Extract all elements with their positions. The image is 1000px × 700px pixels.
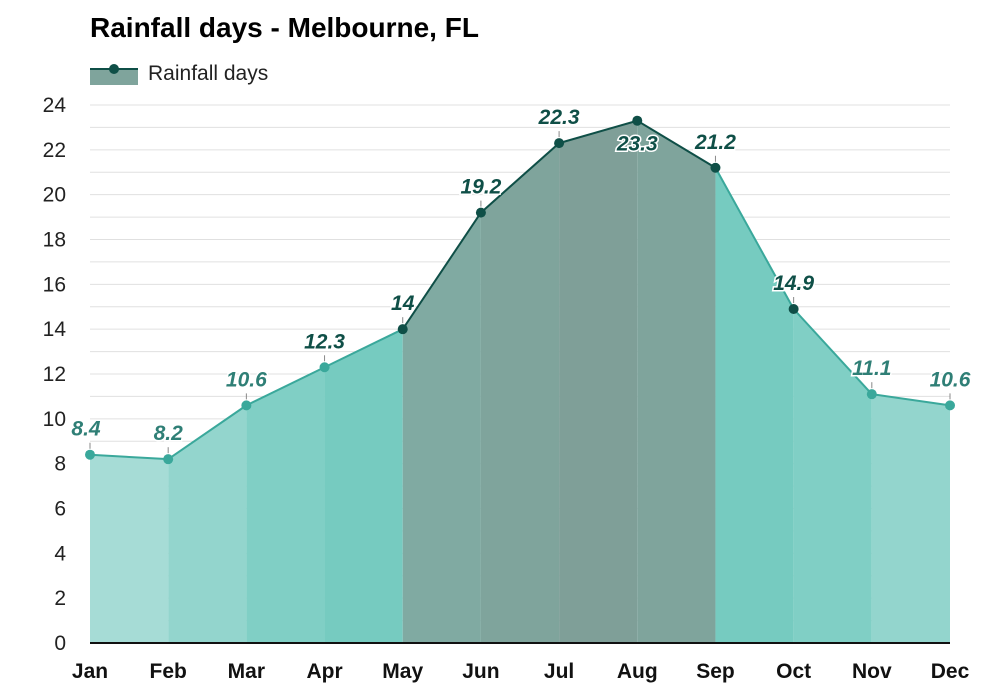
data-label: 8.4 <box>71 418 101 441</box>
series-lines <box>89 119 951 461</box>
y-tick-label: 24 <box>43 94 67 117</box>
area-bands <box>90 120 950 644</box>
chart-title: Rainfall days - Melbourne, FL <box>90 12 479 43</box>
data-label: 11.1 <box>852 357 891 380</box>
data-label: 10.6 <box>226 368 267 391</box>
data-label: 23.3 <box>616 133 658 156</box>
data-points <box>85 115 955 465</box>
data-label: 10.6 <box>930 368 971 391</box>
data-point[interactable] <box>866 389 877 400</box>
y-tick-label: 14 <box>43 318 67 341</box>
data-point[interactable] <box>163 454 174 465</box>
area-band <box>715 167 794 643</box>
y-tick-label: 16 <box>43 273 66 296</box>
x-tick-label: Jun <box>462 660 499 683</box>
series-line-segment <box>558 119 638 145</box>
data-label: 14 <box>391 292 415 315</box>
x-tick-label: Dec <box>931 660 970 683</box>
series-line-segment <box>871 393 951 407</box>
legend-swatch-icon <box>90 64 138 85</box>
area-band <box>324 329 403 643</box>
series-line-segment <box>480 142 560 214</box>
data-point[interactable] <box>788 303 799 314</box>
data-point[interactable] <box>554 138 565 149</box>
y-tick-label: 18 <box>43 229 66 252</box>
data-point[interactable] <box>475 207 486 218</box>
y-tick-label: 4 <box>54 542 66 565</box>
series-line-segment <box>792 308 873 395</box>
data-label: 14.9 <box>773 272 814 295</box>
x-tick-label: May <box>382 660 423 683</box>
area-band <box>480 143 560 643</box>
data-label: 21.2 <box>694 131 736 154</box>
legend-label: Rainfall days <box>148 62 269 85</box>
y-tick-label: 20 <box>43 184 66 207</box>
series-line-segment <box>89 453 169 461</box>
data-label: 19.2 <box>460 176 501 199</box>
x-tick-label: Mar <box>228 660 265 683</box>
area-band <box>402 212 481 643</box>
x-tick-label: Apr <box>306 660 342 683</box>
legend[interactable]: Rainfall days <box>90 60 268 88</box>
x-tick-label: Feb <box>150 660 187 683</box>
data-label: 12.3 <box>304 330 345 353</box>
data-label: 8.2 <box>154 422 184 445</box>
series-line-segment <box>714 167 795 310</box>
data-point[interactable] <box>85 449 95 460</box>
y-tick-label: 12 <box>43 363 66 386</box>
area-band <box>168 405 247 643</box>
data-point[interactable] <box>319 362 330 373</box>
area-band <box>871 394 950 643</box>
data-labels: 8.4 8.2 10.6 12.3 14 19.2 22.3 23.3 21.2 14.9 11.1… <box>70 105 972 454</box>
y-tick-label: 6 <box>54 498 66 521</box>
area-band <box>246 367 325 643</box>
data-point[interactable] <box>945 400 955 411</box>
x-tick-label: Aug <box>617 660 658 683</box>
x-tick-label: Jan <box>72 660 108 683</box>
x-tick-label: Jul <box>544 660 574 683</box>
area-band <box>559 120 638 644</box>
y-tick-label: 8 <box>54 453 66 476</box>
data-point[interactable] <box>397 324 408 335</box>
series-line-segment <box>324 328 404 369</box>
series-line-segment <box>245 366 325 407</box>
series-line-segment <box>167 404 247 461</box>
x-tick-label: Oct <box>776 660 811 683</box>
data-point[interactable] <box>241 400 252 411</box>
data-label: 22.3 <box>538 106 580 129</box>
x-tick-label: Nov <box>852 660 892 683</box>
area-band <box>90 454 169 643</box>
area-band <box>637 120 716 644</box>
y-tick-label: 10 <box>43 408 66 431</box>
series-line-segment <box>401 212 482 330</box>
series-line-segment <box>636 119 716 169</box>
y-tick-label: 2 <box>54 587 66 610</box>
data-point[interactable] <box>710 162 721 173</box>
data-point[interactable] <box>632 115 643 126</box>
y-tick-label: 22 <box>43 139 66 162</box>
area-band <box>793 308 872 643</box>
y-tick-label: 0 <box>54 632 66 655</box>
x-tick-label: Sep <box>696 660 735 683</box>
